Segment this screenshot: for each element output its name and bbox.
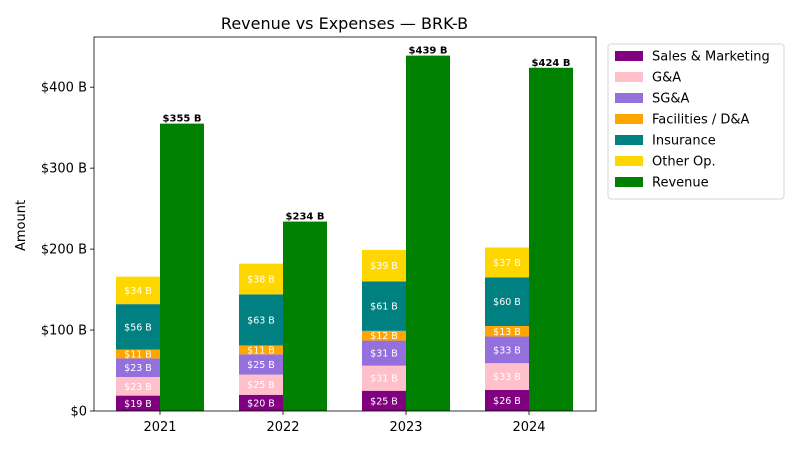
expense-segment-label: $34 B (124, 286, 152, 297)
expense-bar-segment (362, 249, 406, 282)
y-axis-label: Amount (14, 200, 29, 251)
legend-label: G&A (652, 71, 681, 86)
expense-segment-label: $11 B (124, 349, 152, 360)
expense-bar-segment (362, 330, 406, 341)
y-tick-label: $300 B (41, 162, 87, 177)
y-tick-label: $100 B (41, 324, 87, 339)
expense-bar-segment (116, 358, 160, 377)
expense-segment-label: $61 B (370, 302, 398, 313)
bar-labels-layer: $19 B $23 B $23 B $11 B $56 B $34 B $355 B $20 … (124, 46, 570, 410)
legend-label: Insurance (652, 134, 716, 149)
legend-label: Sales & Marketing (652, 50, 770, 65)
expense-bar-segment (239, 374, 283, 395)
expense-segment-label: $33 B (493, 372, 521, 383)
expense-segment-label: $39 B (370, 261, 398, 272)
expense-segment-label: $13 B (493, 327, 521, 338)
expense-bar-segment (239, 294, 283, 346)
expense-segment-label: $11 B (247, 345, 275, 356)
expense-segment-label: $60 B (493, 297, 521, 308)
expense-bar-segment (485, 277, 529, 326)
expense-segment-label: $26 B (493, 396, 521, 407)
expense-bar-segment (116, 304, 160, 350)
revenue-value-label: $355 B (163, 114, 202, 125)
y-tick-label: $400 B (41, 81, 87, 96)
revenue-value-label: $234 B (286, 212, 325, 223)
revenue-value-label: $424 B (532, 58, 571, 69)
x-tick-label: 2021 (143, 420, 176, 435)
revenue-bar (529, 67, 573, 411)
expense-segment-label: $31 B (370, 349, 398, 360)
expense-segment-label: $33 B (493, 345, 521, 356)
expense-bar-segment (239, 354, 283, 375)
legend-swatch (615, 72, 643, 82)
legend-swatch (615, 156, 643, 166)
expense-segment-label: $12 B (370, 331, 398, 342)
x-tick-label: 2024 (512, 420, 545, 435)
expense-segment-label: $25 B (247, 380, 275, 391)
legend-box (607, 43, 785, 200)
expense-segment-label: $23 B (124, 382, 152, 393)
expense-segment-label: $25 B (370, 396, 398, 407)
expense-bar-segment (485, 326, 529, 337)
chart-title: Revenue vs Expenses — BRK-B (221, 14, 468, 33)
revenue-bar (283, 221, 327, 411)
expense-bar-segment (485, 336, 529, 364)
expense-bar-segment (239, 263, 283, 295)
y-tick-label: $0 (70, 405, 87, 420)
expense-segment-label: $25 B (247, 360, 275, 371)
revenue-value-label: $439 B (409, 46, 448, 57)
expense-bar-segment (116, 276, 160, 305)
expense-bar-segment (362, 365, 406, 391)
expense-bar-segment (116, 349, 160, 359)
expense-bar-segment (485, 247, 529, 278)
legend-label: Facilities / D&A (652, 113, 750, 128)
expense-segment-label: $19 B (124, 399, 152, 410)
expense-bar-segment (239, 345, 283, 355)
expense-bar-segment (485, 389, 529, 411)
y-tick-label: $200 B (41, 243, 87, 258)
revenue-bar (406, 55, 450, 411)
legend-swatch (615, 135, 643, 145)
expense-segment-label: $63 B (247, 315, 275, 326)
expense-bar-segment (362, 390, 406, 411)
axes-layer: 2021 2022 2023 2024 $0 $100 B $200 B $300 B $400… (41, 36, 597, 435)
expense-segment-label: $23 B (124, 363, 152, 374)
legend-swatch (615, 114, 643, 124)
legend-swatch (615, 51, 643, 61)
expense-bar-segment (239, 394, 283, 411)
legend-label: SG&A (652, 92, 689, 107)
plot-frame (93, 36, 597, 412)
legend-label: Revenue (652, 176, 709, 191)
legend: Sales & Marketing G&A SG&A Facilities / D&A… (607, 43, 785, 200)
expense-segment-label: $37 B (493, 258, 521, 269)
expense-bar-segment (116, 377, 160, 396)
x-tick-label: 2022 (266, 420, 299, 435)
expense-segment-label: $56 B (124, 322, 152, 333)
expense-segment-label: $20 B (247, 398, 275, 409)
legend-label: Other Op. (652, 155, 716, 170)
expense-segment-label: $38 B (247, 275, 275, 286)
legend-swatch (615, 177, 643, 187)
expense-bar-segment (362, 340, 406, 366)
x-tick-label: 2023 (389, 420, 422, 435)
bars-layer (116, 55, 573, 411)
expense-segment-label: $31 B (370, 374, 398, 385)
revenue-bar (160, 123, 204, 411)
expense-bar-segment (485, 363, 529, 390)
expense-bar-segment (116, 395, 160, 411)
legend-swatch (615, 93, 643, 103)
expense-bar-segment (362, 281, 406, 331)
